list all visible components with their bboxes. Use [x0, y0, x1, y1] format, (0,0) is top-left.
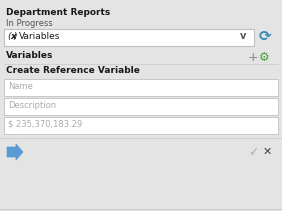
Text: In Progress: In Progress: [6, 19, 53, 28]
Text: x: x: [10, 32, 16, 41]
Bar: [4, 29, 254, 46]
Text: Variables: Variables: [19, 32, 60, 41]
Bar: [4, 117, 278, 134]
Text: ⟳: ⟳: [259, 30, 271, 45]
Text: ✓: ✓: [248, 146, 259, 159]
Text: v: v: [240, 31, 246, 41]
Text: ✕: ✕: [263, 147, 272, 157]
Bar: [0, 138, 282, 211]
Text: +: +: [248, 51, 259, 64]
Polygon shape: [7, 144, 23, 160]
Bar: [4, 98, 278, 115]
Text: Department Reports: Department Reports: [6, 8, 110, 17]
Text: ⚙: ⚙: [259, 51, 270, 64]
Text: Create Reference Variable: Create Reference Variable: [6, 66, 140, 75]
Text: ): ): [14, 32, 17, 41]
Text: Variables: Variables: [6, 51, 53, 60]
Text: Name: Name: [8, 82, 33, 91]
Bar: [4, 79, 278, 96]
Text: (: (: [7, 32, 10, 41]
Text: $ 235,370,183.29: $ 235,370,183.29: [8, 120, 82, 129]
Text: Description: Description: [8, 101, 56, 110]
